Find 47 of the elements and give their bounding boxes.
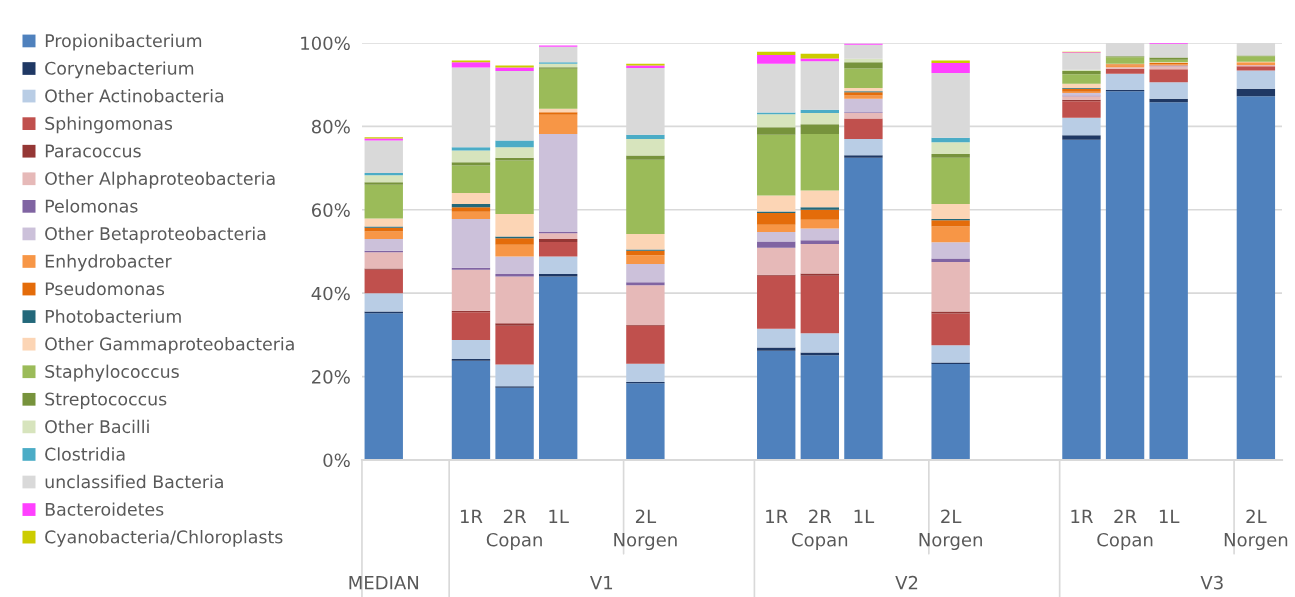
legend-label: Streptococcus — [45, 392, 167, 409]
y-tick-label: 60% — [311, 203, 350, 217]
legend-label: Other Gammaproteobacteria — [45, 337, 294, 354]
legend-label: Staphylococcus — [45, 364, 179, 382]
x-tick-label: 1R — [460, 509, 483, 523]
legend-label: unclassified Bacteria — [45, 474, 223, 489]
legend-label: Other Actinobacteria — [45, 88, 224, 103]
text: Norgen — [614, 533, 677, 551]
x-tick-label: 2L — [1246, 509, 1267, 523]
x-tick-label: 2L — [635, 509, 657, 523]
legend-label: Clostridia — [45, 447, 125, 461]
legend-label: Cyanobacteria/Chloroplasts — [45, 530, 283, 547]
legend-label: Photobacterium — [45, 309, 181, 323]
x-tick-label: 1L — [1159, 509, 1180, 523]
text: Norgen — [1224, 533, 1288, 551]
legend-label: Other Betaproteobacteria — [45, 226, 266, 244]
y-tick-label: 0% — [323, 453, 350, 468]
x-tick-label: 1L — [549, 509, 569, 523]
text: V1 — [590, 576, 613, 590]
text: Norgen — [919, 533, 982, 551]
text: Copan — [1097, 532, 1153, 551]
text: V3 — [1200, 575, 1223, 590]
legend-label: Paracoccus — [45, 144, 141, 158]
legend-label: Sphingomonas — [45, 116, 173, 134]
y-tick-label: 20% — [312, 370, 350, 384]
text: V2 — [895, 575, 918, 590]
x-tick-label: 2L — [941, 509, 962, 523]
y-tick-label: 40% — [311, 286, 350, 301]
x-tick-label: 2R — [1114, 509, 1137, 523]
y-tick-label: 100% — [301, 36, 350, 51]
x-tick-label: 1L — [854, 509, 875, 523]
legend-label: Corynebacterium — [45, 61, 194, 79]
x-tick-label: 1R — [766, 509, 788, 523]
legend-label: Pelomonas — [45, 199, 138, 213]
legend-label: Pseudomonas — [45, 281, 165, 296]
text: Copan — [792, 532, 848, 551]
x-tick-label: 2R — [503, 509, 527, 523]
x-tick-label: 2R — [809, 509, 832, 523]
legend-label: Propionibacterium — [45, 33, 202, 51]
x-tick-label: 1R — [1071, 509, 1093, 523]
y-tick-label: 80% — [311, 119, 350, 134]
legend-label: Bacteroidetes — [45, 502, 164, 516]
text: Copan — [486, 532, 542, 551]
text: MEDIAN — [349, 576, 419, 590]
legend-label: Other Bacilli — [45, 419, 149, 434]
legend-label: Other Alphaproteobacteria — [45, 171, 275, 189]
legend-label: Enhydrobacter — [45, 254, 172, 272]
